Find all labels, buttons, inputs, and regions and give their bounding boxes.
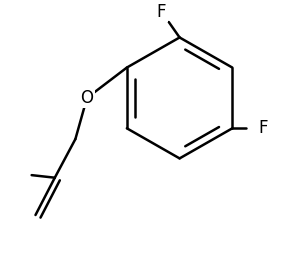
Text: O: O xyxy=(80,89,94,107)
Text: F: F xyxy=(157,3,166,21)
Text: F: F xyxy=(258,119,268,137)
